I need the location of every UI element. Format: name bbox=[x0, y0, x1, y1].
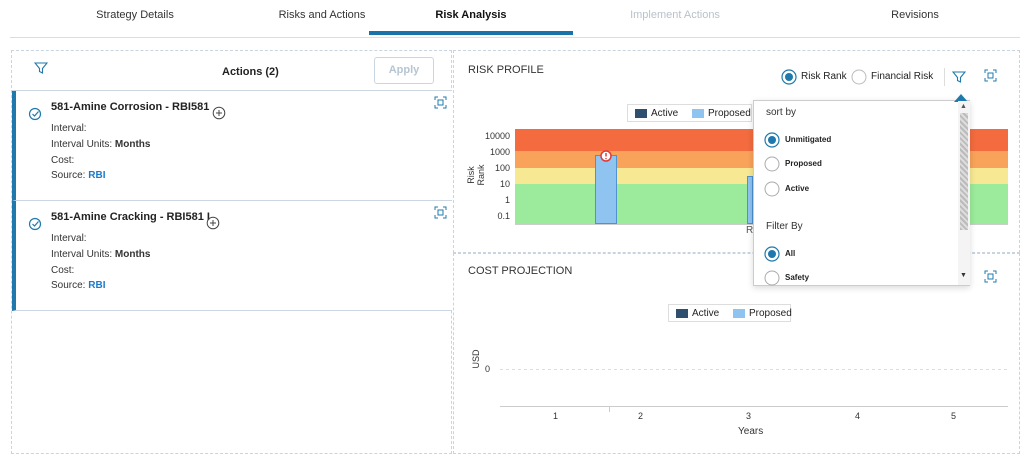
dropdown-scrollbar[interactable]: ▲ ▼ bbox=[958, 101, 970, 285]
legend-label-proposed: Proposed bbox=[708, 108, 751, 119]
sort-by-heading: sort by bbox=[766, 107, 797, 118]
cost-expand-icon[interactable] bbox=[984, 270, 997, 288]
legend-swatch-proposed bbox=[733, 309, 745, 318]
financial-risk-label: Financial Risk bbox=[871, 71, 934, 82]
risk-y-tick: 1000 bbox=[489, 147, 510, 157]
action-title: 581-Amine Cracking - RBI581 I bbox=[51, 211, 210, 223]
sort-option-label: Active bbox=[785, 184, 810, 193]
cost-x-tick: 2 bbox=[638, 411, 644, 421]
source-link[interactable]: RBI bbox=[88, 170, 106, 181]
cost-x-label: Years bbox=[738, 426, 764, 437]
filter-by-heading: Filter By bbox=[766, 221, 803, 232]
interval-row: Interval: bbox=[51, 233, 87, 244]
sort-filter-dropdown: sort by Unmitigated Proposed Active Filt… bbox=[753, 94, 970, 286]
cost-row: Cost: bbox=[51, 265, 75, 276]
legend-swatch-active bbox=[635, 109, 647, 118]
source-link[interactable]: RBI bbox=[88, 280, 106, 291]
filter-icon[interactable] bbox=[33, 61, 49, 80]
source-row: Source: RBI bbox=[51, 170, 106, 181]
cost-legend: Active Proposed bbox=[668, 304, 792, 322]
expand-icon[interactable] bbox=[434, 206, 447, 224]
scroll-up-arrow-icon[interactable]: ▲ bbox=[960, 103, 967, 110]
tab-divider bbox=[10, 37, 1020, 38]
risk-expand-icon[interactable] bbox=[984, 69, 997, 87]
risk-x-label: R bbox=[746, 225, 754, 236]
risk-y-tick: 10000 bbox=[484, 131, 510, 141]
scroll-down-arrow-icon[interactable]: ▼ bbox=[960, 272, 967, 279]
action-card[interactable]: 581-Amine Corrosion - RBI581 Interval: I… bbox=[12, 91, 452, 201]
legend-label-active: Active bbox=[651, 108, 679, 119]
risk-y-tick: 10 bbox=[499, 179, 510, 189]
sort-option-label: Proposed bbox=[785, 159, 822, 168]
filter-option-label: Safety bbox=[785, 273, 810, 282]
risk-filter-icon[interactable] bbox=[951, 70, 967, 89]
risk-legend: Active Proposed bbox=[627, 104, 752, 122]
interval-units-row: Interval Units: Months bbox=[51, 139, 151, 150]
risk-y-label: Risk Rank bbox=[466, 164, 486, 186]
tab-revisions[interactable]: Revisions bbox=[891, 9, 939, 21]
cost-projection-title: COST PROJECTION bbox=[468, 265, 573, 277]
check-circle-icon bbox=[28, 217, 42, 236]
actions-header: Actions (2) Apply bbox=[12, 51, 451, 91]
tab-implement-actions: Implement Actions bbox=[630, 9, 720, 21]
legend-label-active: Active bbox=[692, 308, 720, 319]
filter-option-safety[interactable]: Safety bbox=[764, 270, 944, 286]
legend-label-proposed: Proposed bbox=[749, 308, 792, 319]
sort-option-unmitigated[interactable]: Unmitigated bbox=[764, 132, 944, 148]
filter-option-all[interactable]: All bbox=[764, 246, 944, 262]
action-title: 581-Amine Corrosion - RBI581 bbox=[51, 101, 210, 113]
source-row: Source: RBI bbox=[51, 280, 106, 291]
cost-zero-gridline bbox=[500, 369, 1008, 370]
apply-button[interactable]: Apply bbox=[374, 57, 434, 84]
risk-rank-label: Risk Rank bbox=[801, 71, 847, 82]
sort-option-label: Unmitigated bbox=[785, 135, 832, 144]
alert-icon bbox=[600, 149, 612, 167]
sort-option-active[interactable]: Active bbox=[764, 181, 944, 197]
risk-profile-panel bbox=[453, 50, 1020, 253]
cost-x-tick: 5 bbox=[951, 411, 957, 421]
cost-y-label: USD bbox=[471, 349, 481, 369]
cost-y-tick: 0 bbox=[485, 364, 491, 374]
cost-x-tickmark bbox=[609, 406, 610, 412]
cost-x-axis bbox=[500, 406, 1008, 407]
risk-y-tick: 1 bbox=[504, 195, 510, 205]
risk-profile-title: RISK PROFILE bbox=[468, 64, 544, 76]
active-tab-indicator bbox=[369, 31, 573, 35]
cost-projection-panel bbox=[453, 253, 1020, 454]
legend-swatch-proposed bbox=[692, 109, 704, 118]
risk-y-tick: 100 bbox=[494, 163, 510, 173]
action-card[interactable]: 581-Amine Cracking - RBI581 I Interval: … bbox=[12, 201, 452, 311]
tab-bar: Strategy Details Risks and Actions Risk … bbox=[0, 0, 1024, 35]
cost-x-tick: 4 bbox=[855, 411, 861, 421]
filter-option-label: All bbox=[785, 249, 796, 258]
tab-strategy-details[interactable]: Strategy Details bbox=[96, 9, 174, 21]
sort-option-proposed[interactable]: Proposed bbox=[764, 156, 944, 172]
legend-swatch-active bbox=[676, 309, 688, 318]
dropdown-pointer bbox=[954, 94, 968, 102]
tab-risks-and-actions[interactable]: Risks and Actions bbox=[278, 9, 366, 21]
expand-icon[interactable] bbox=[434, 96, 447, 114]
toolbar-divider bbox=[944, 68, 945, 86]
tab-risk-analysis[interactable]: Risk Analysis bbox=[435, 9, 507, 21]
add-circle-icon[interactable] bbox=[206, 216, 220, 235]
cost-x-tick: 1 bbox=[553, 411, 559, 421]
cost-row: Cost: bbox=[51, 155, 75, 166]
interval-units-row: Interval Units: Months bbox=[51, 249, 151, 260]
interval-row: Interval: bbox=[51, 123, 87, 134]
cost-x-tick: 3 bbox=[746, 411, 752, 421]
actions-title: Actions (2) bbox=[222, 66, 279, 78]
check-circle-icon bbox=[28, 107, 42, 126]
add-circle-icon[interactable] bbox=[212, 106, 226, 125]
risk-y-tick: 0.1 bbox=[497, 211, 510, 221]
scrollbar-thumb[interactable] bbox=[960, 113, 968, 230]
proposed-bar[interactable] bbox=[747, 176, 753, 224]
